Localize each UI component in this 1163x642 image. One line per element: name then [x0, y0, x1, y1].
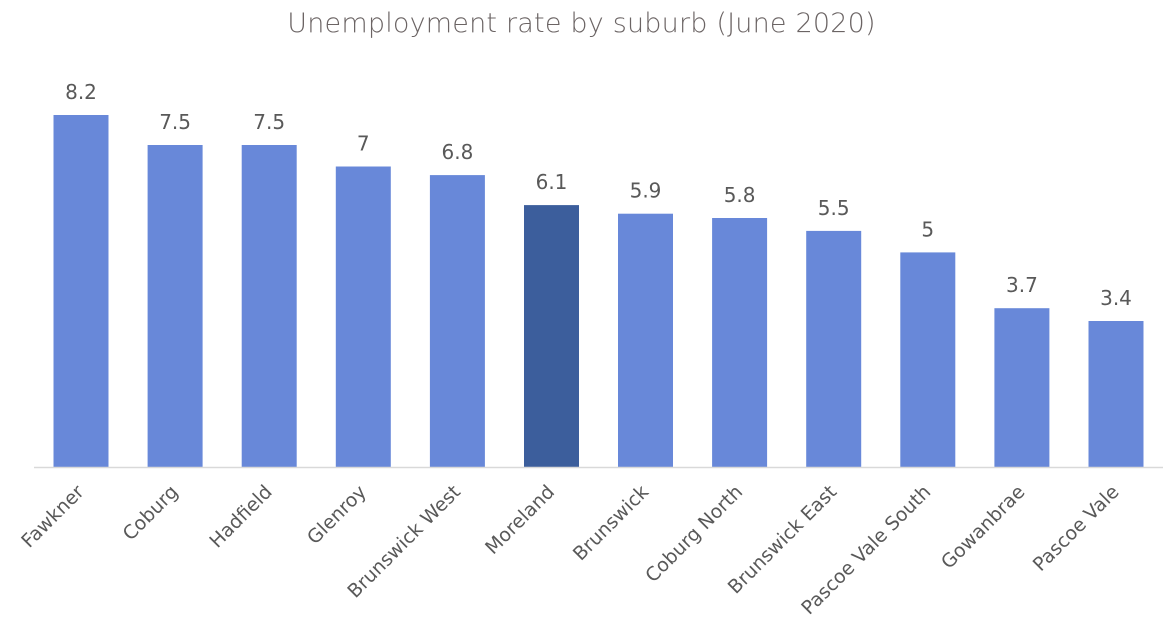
- category-label-fawkner: Fawkner: [17, 481, 88, 552]
- value-label-pascoe-vale: 3.4: [1100, 286, 1132, 310]
- category-label-hadfield: Hadfield: [205, 481, 276, 552]
- bar-coburg: [147, 145, 203, 467]
- bar-brunswick-west: [429, 175, 485, 467]
- bar-brunswick: [618, 213, 673, 467]
- category-label-moreland: Moreland: [481, 481, 559, 559]
- value-label-coburg-north: 5.8: [724, 183, 756, 207]
- value-label-moreland: 6.1: [536, 170, 568, 194]
- value-label-pascoe-vale-south: 5: [921, 217, 934, 241]
- value-labels-group: 8.2 7.5 7.5 7 6.8 6.1 5.9 5.8 5.5 5 3.7 3.4: [65, 80, 1132, 310]
- bar-pascoe-vale-south: [900, 252, 956, 467]
- bar-coburg-north: [712, 218, 768, 467]
- chart-title: Unemployment rate by suburb (June 2020): [287, 8, 876, 39]
- category-label-coburg-north: Coburg North: [641, 481, 747, 587]
- category-label-pascoe-vale: Pascoe Vale: [1029, 481, 1124, 576]
- bar-glenroy: [335, 166, 391, 467]
- bar-pascoe-vale: [1088, 321, 1144, 467]
- bar-gowanbrae: [994, 308, 1050, 467]
- value-label-fawkner: 8.2: [65, 80, 97, 104]
- bar-fawkner: [53, 115, 109, 467]
- value-label-coburg: 7.5: [159, 110, 191, 134]
- value-label-gowanbrae: 3.7: [1006, 273, 1038, 297]
- category-label-coburg: Coburg: [119, 481, 183, 545]
- bars-group: [53, 115, 1144, 467]
- value-label-brunswick-east: 5.5: [818, 196, 850, 220]
- category-label-brunswick: Brunswick: [569, 481, 653, 565]
- category-label-gowanbrae: Gowanbrae: [937, 481, 1029, 573]
- bar-brunswick-east: [806, 230, 862, 467]
- value-label-brunswick: 5.9: [630, 179, 662, 203]
- bar-moreland: [524, 205, 579, 467]
- bar-hadfield: [241, 145, 297, 467]
- value-label-glenroy: 7: [357, 132, 370, 156]
- category-label-glenroy: Glenroy: [303, 481, 371, 549]
- value-label-brunswick-west: 6.8: [441, 140, 473, 164]
- value-label-hadfield: 7.5: [253, 110, 285, 134]
